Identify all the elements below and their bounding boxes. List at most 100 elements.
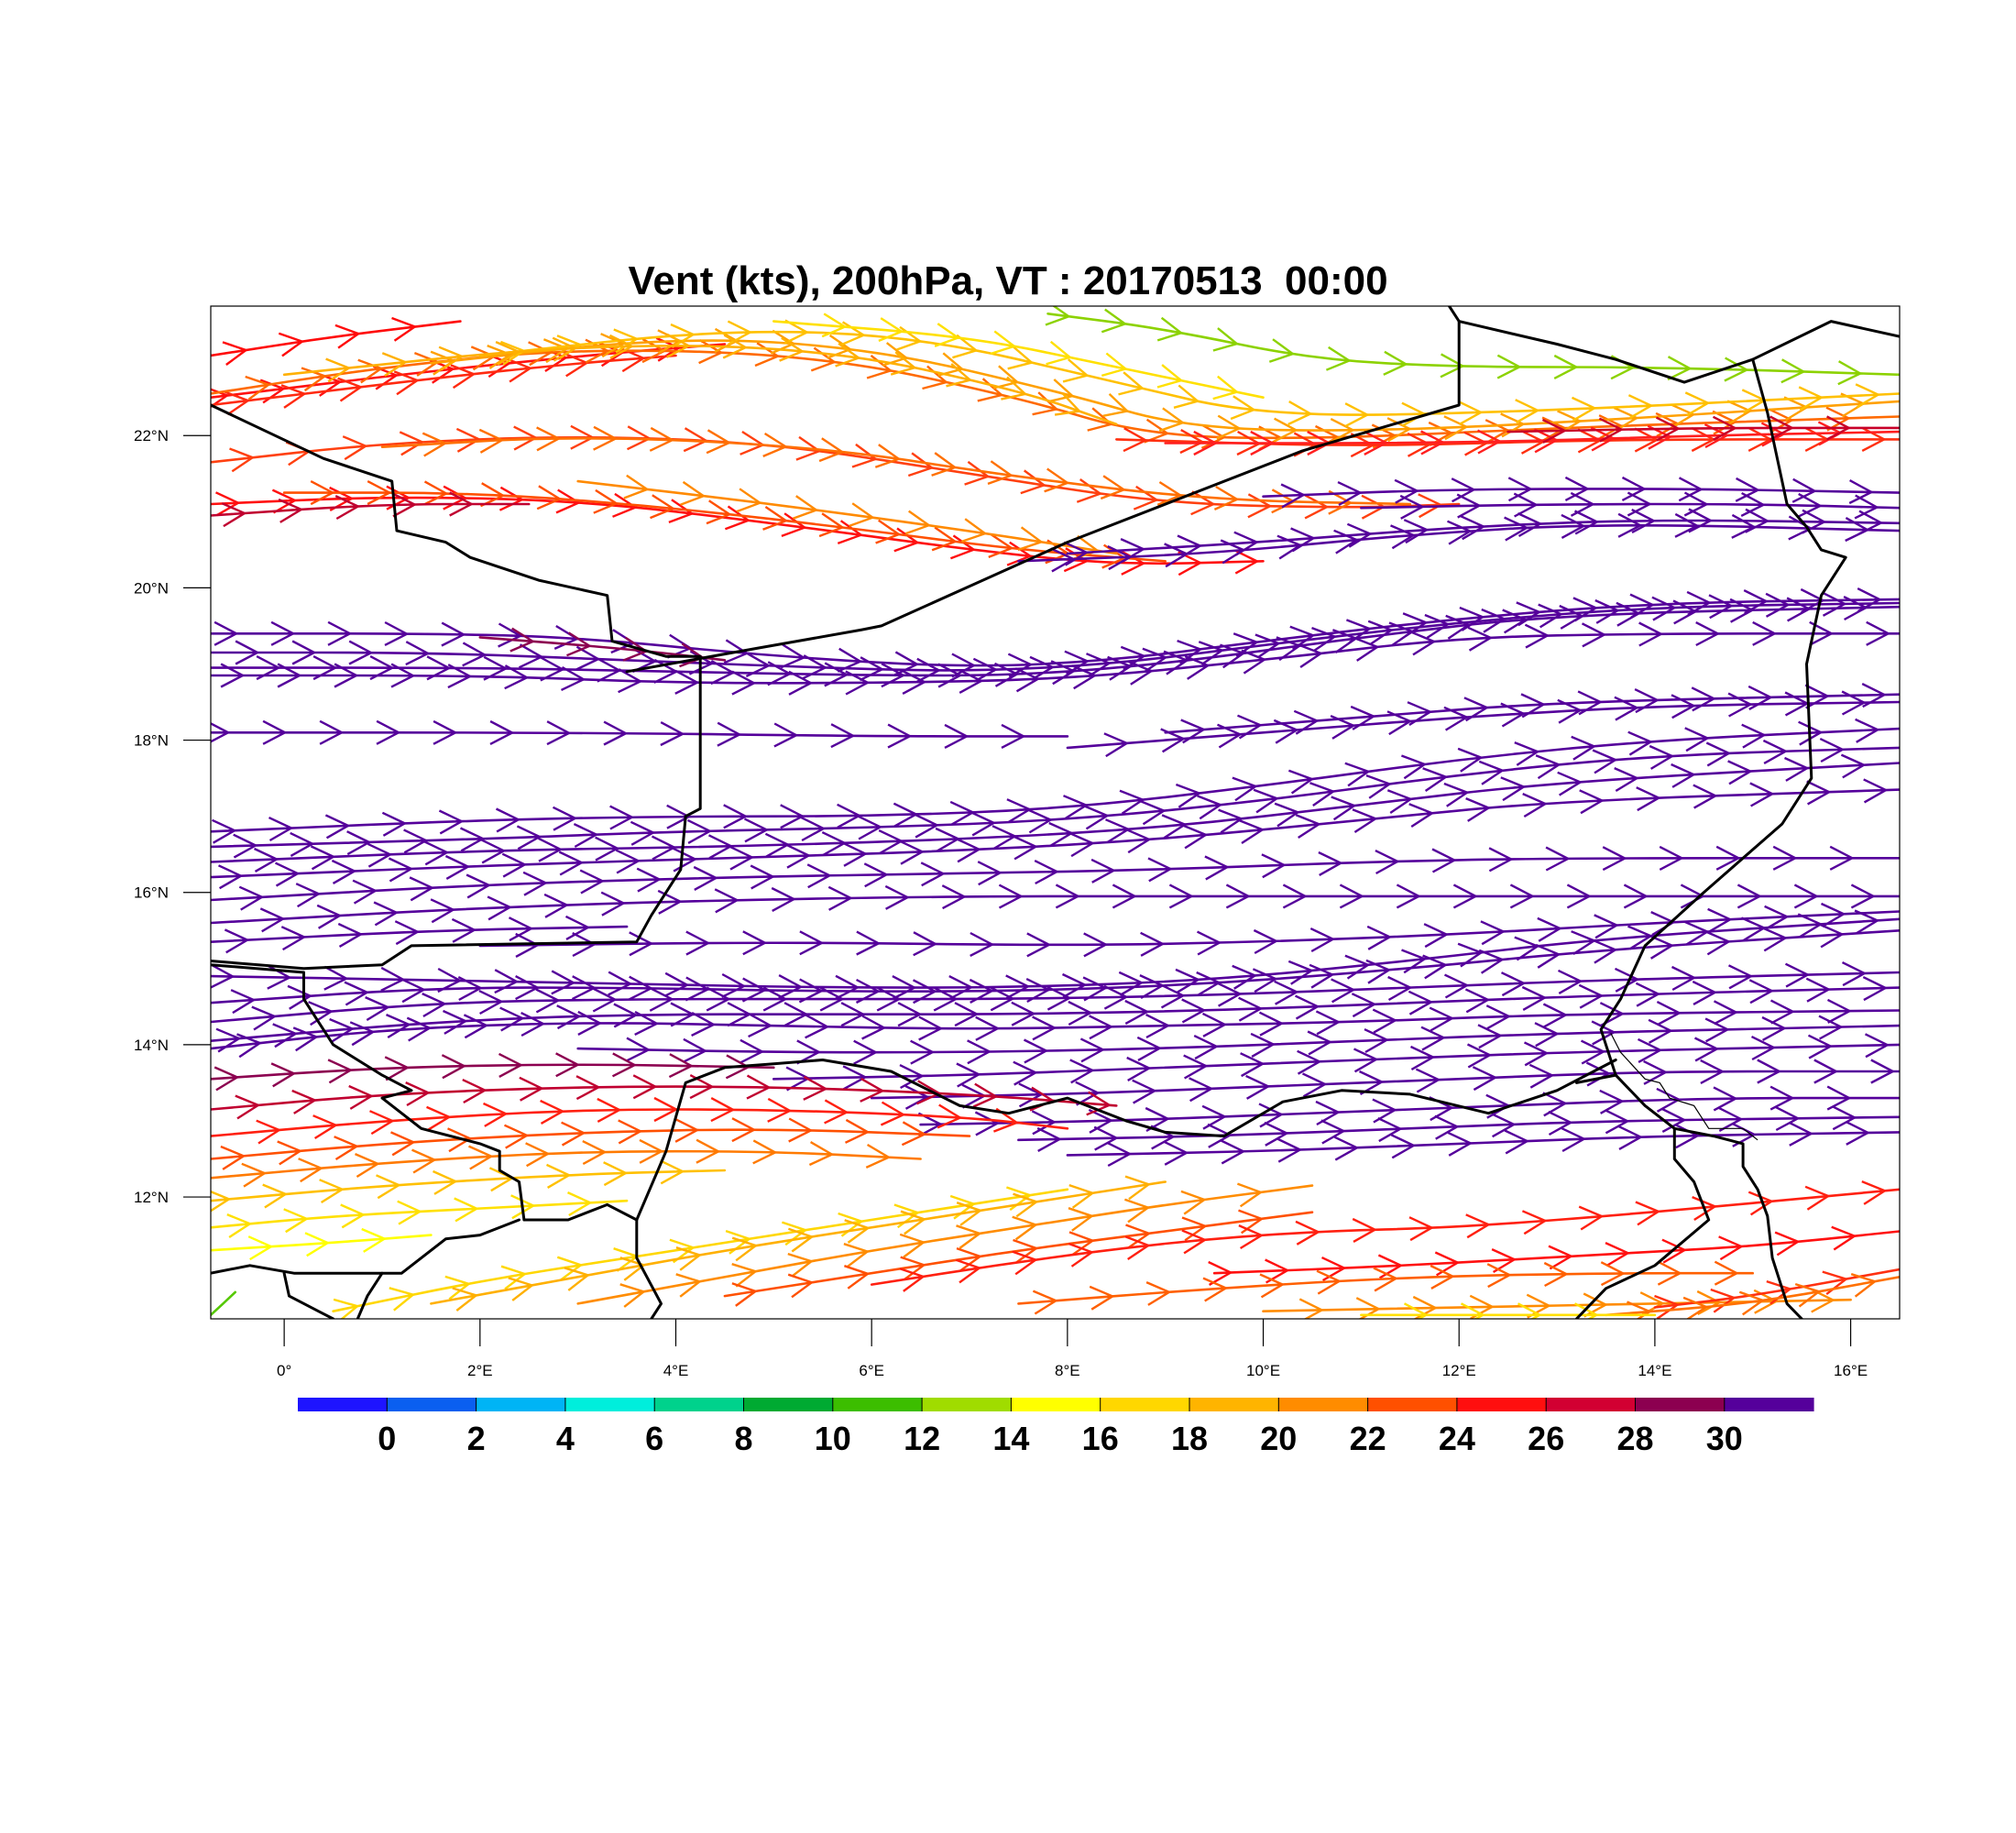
streamline-arrowhead	[1831, 1225, 1857, 1251]
colorbar-swatch	[476, 1398, 566, 1411]
streamline	[211, 976, 1900, 1053]
streamline-arrowhead	[773, 722, 799, 748]
streamline-arrowhead	[788, 1227, 815, 1253]
streamline-arrowhead	[1079, 1037, 1106, 1063]
streamline-arrowhead	[1273, 719, 1299, 744]
streamline	[211, 845, 1900, 911]
streamline-arrowhead	[1434, 1114, 1460, 1140]
country-borders	[211, 306, 1900, 1319]
streamline-arrowhead	[1352, 808, 1378, 834]
streamline-arrowhead	[955, 1258, 982, 1284]
streamline-arrowhead	[1537, 916, 1562, 942]
streamline-arrowhead	[1571, 396, 1597, 422]
streamline	[576, 474, 1118, 560]
streamline-arrowhead	[1451, 477, 1476, 503]
streamline-arrowhead	[884, 884, 911, 910]
streamline-arrowhead	[1063, 541, 1090, 566]
streamline-arrowhead	[1748, 1191, 1774, 1216]
streamline-arrowhead	[1431, 848, 1457, 873]
streamline-arrowhead	[636, 867, 663, 893]
streamline-arrowhead	[334, 495, 361, 521]
streamline-arrowhead	[1090, 858, 1117, 884]
streamline-arrowhead	[762, 432, 789, 458]
streamline-arrowhead	[403, 829, 429, 854]
streamline-arrowhead	[1861, 1180, 1888, 1205]
streamline-arrowhead	[270, 620, 296, 646]
streamline-arrowhead	[1063, 795, 1089, 820]
streamline-arrowhead	[1307, 1030, 1333, 1056]
streamline-arrowhead	[1636, 786, 1661, 812]
streamline-arrowhead	[1290, 527, 1316, 553]
country-border	[625, 306, 1461, 674]
streamline-arrowhead	[795, 435, 822, 461]
streamline-arrowhead	[1069, 832, 1095, 858]
lat-tick-label: 16°N	[134, 884, 169, 902]
streamline-arrowhead	[990, 330, 1017, 356]
streamline-arrowhead	[1671, 965, 1697, 992]
streamline-arrowhead	[1011, 1001, 1036, 1026]
streamline-arrowhead	[277, 1140, 303, 1166]
streamline-arrowhead	[618, 1119, 643, 1145]
streamline-arrowhead	[666, 804, 692, 829]
streamline-arrowhead	[1805, 977, 1832, 1003]
streamline-arrowhead	[1339, 884, 1364, 909]
streamline-arrowhead	[334, 1136, 359, 1161]
streamline-arrowhead	[615, 849, 641, 874]
streamline-arrowhead	[876, 986, 902, 1012]
streamline-arrowhead	[1443, 706, 1470, 731]
streamline-arrowhead	[1509, 884, 1535, 909]
streamline-arrowhead	[1258, 1011, 1285, 1037]
streamline-arrowhead	[1350, 433, 1375, 458]
streamline-arrowhead	[1514, 741, 1540, 766]
streamline-arrowhead	[1605, 1109, 1630, 1135]
streamline-arrowhead	[1164, 1140, 1189, 1166]
streamline-arrowhead	[1255, 633, 1281, 659]
streamline-arrowhead	[1295, 1220, 1321, 1246]
streamline-arrowhead	[253, 847, 279, 873]
streamline-arrowhead	[291, 640, 317, 665]
colorbar-swatch	[743, 1398, 834, 1411]
streamline-arrowhead	[1147, 857, 1173, 883]
streamline-arrowhead	[214, 491, 241, 517]
streamline-arrowhead	[1718, 1235, 1744, 1261]
streamline-arrowhead	[388, 857, 414, 883]
streamline-arrowhead	[710, 1097, 736, 1123]
streamline-arrowhead	[865, 1143, 892, 1169]
streamline-arrowhead	[391, 316, 418, 342]
streamline-arrowhead	[1093, 1125, 1120, 1151]
streamline-arrowhead	[1175, 968, 1201, 993]
streamline-arrowhead	[1678, 477, 1704, 502]
streamline-arrowhead	[1001, 376, 1028, 401]
streamline-arrowhead	[1794, 1282, 1822, 1308]
streamline-arrowhead	[1259, 1273, 1286, 1299]
streamline-arrowhead	[528, 341, 553, 367]
plot-frame	[210, 305, 1901, 1320]
streamline-arrowhead	[623, 474, 650, 499]
streamline-arrowhead	[564, 915, 591, 940]
streamline-arrowhead	[1559, 604, 1584, 630]
streamline-arrowhead	[1813, 1059, 1839, 1084]
streamline-arrowhead	[1355, 1297, 1382, 1319]
streamline-arrowhead	[367, 480, 392, 506]
streamline-arrowhead	[808, 1141, 835, 1167]
streamline-arrowhead	[457, 976, 484, 1002]
streamline-arrowhead	[1422, 767, 1449, 792]
streamline-arrowhead	[555, 488, 582, 514]
streamline-arrowhead	[1545, 846, 1571, 872]
streamline-arrowhead	[1591, 1020, 1616, 1046]
streamline-arrowhead	[1403, 1302, 1429, 1319]
streamline-arrowhead	[1331, 978, 1356, 1004]
streamline-arrowhead	[668, 1053, 695, 1079]
streamline-arrowhead	[480, 839, 507, 864]
streamline-arrowhead	[629, 931, 654, 957]
streamline-arrowhead	[1533, 428, 1560, 454]
streamline-arrowhead	[561, 1121, 586, 1147]
streamline-arrowhead	[579, 869, 606, 895]
streamline-arrowhead	[1240, 1052, 1265, 1078]
colorbar-swatch	[832, 1398, 923, 1411]
country-border	[356, 1271, 384, 1319]
streamline-arrowhead	[1265, 1258, 1290, 1284]
streamline-arrowhead	[224, 928, 250, 954]
streamline-arrowhead	[1390, 524, 1417, 550]
streamline-arrowhead	[1217, 982, 1243, 1007]
